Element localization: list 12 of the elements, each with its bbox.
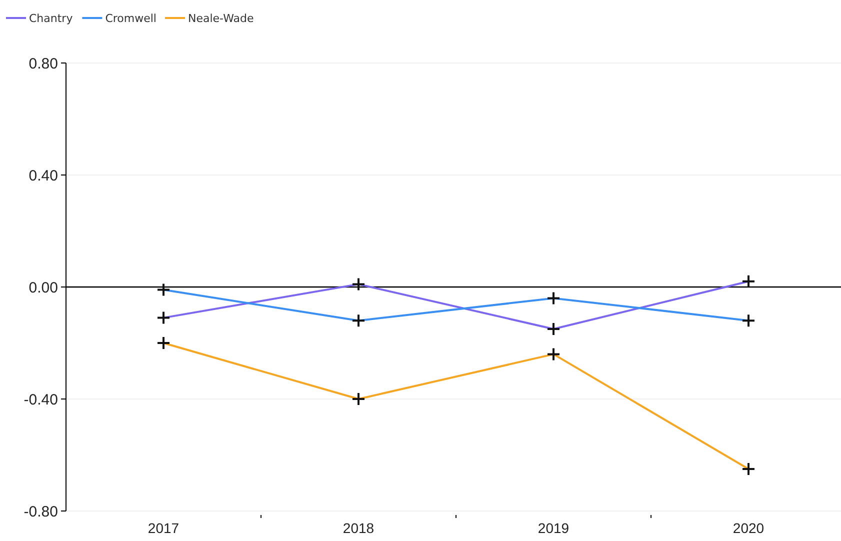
legend-label: Neale-Wade [188, 12, 254, 25]
y-tick-label: -0.40 [24, 391, 58, 408]
y-tick-label: 0.00 [28, 279, 58, 296]
y-tick-label: -0.80 [24, 503, 58, 520]
x-tick-label: 2020 [732, 520, 764, 536]
legend-label: Chantry [29, 12, 74, 25]
x-tick-label: 2018 [342, 520, 374, 536]
y-tick-label: 0.80 [28, 55, 58, 72]
legend-label: Cromwell [105, 12, 156, 25]
x-tick-label: 2019 [538, 520, 570, 536]
x-tick-label: 2017 [148, 520, 180, 536]
y-tick-label: 0.40 [28, 167, 58, 184]
